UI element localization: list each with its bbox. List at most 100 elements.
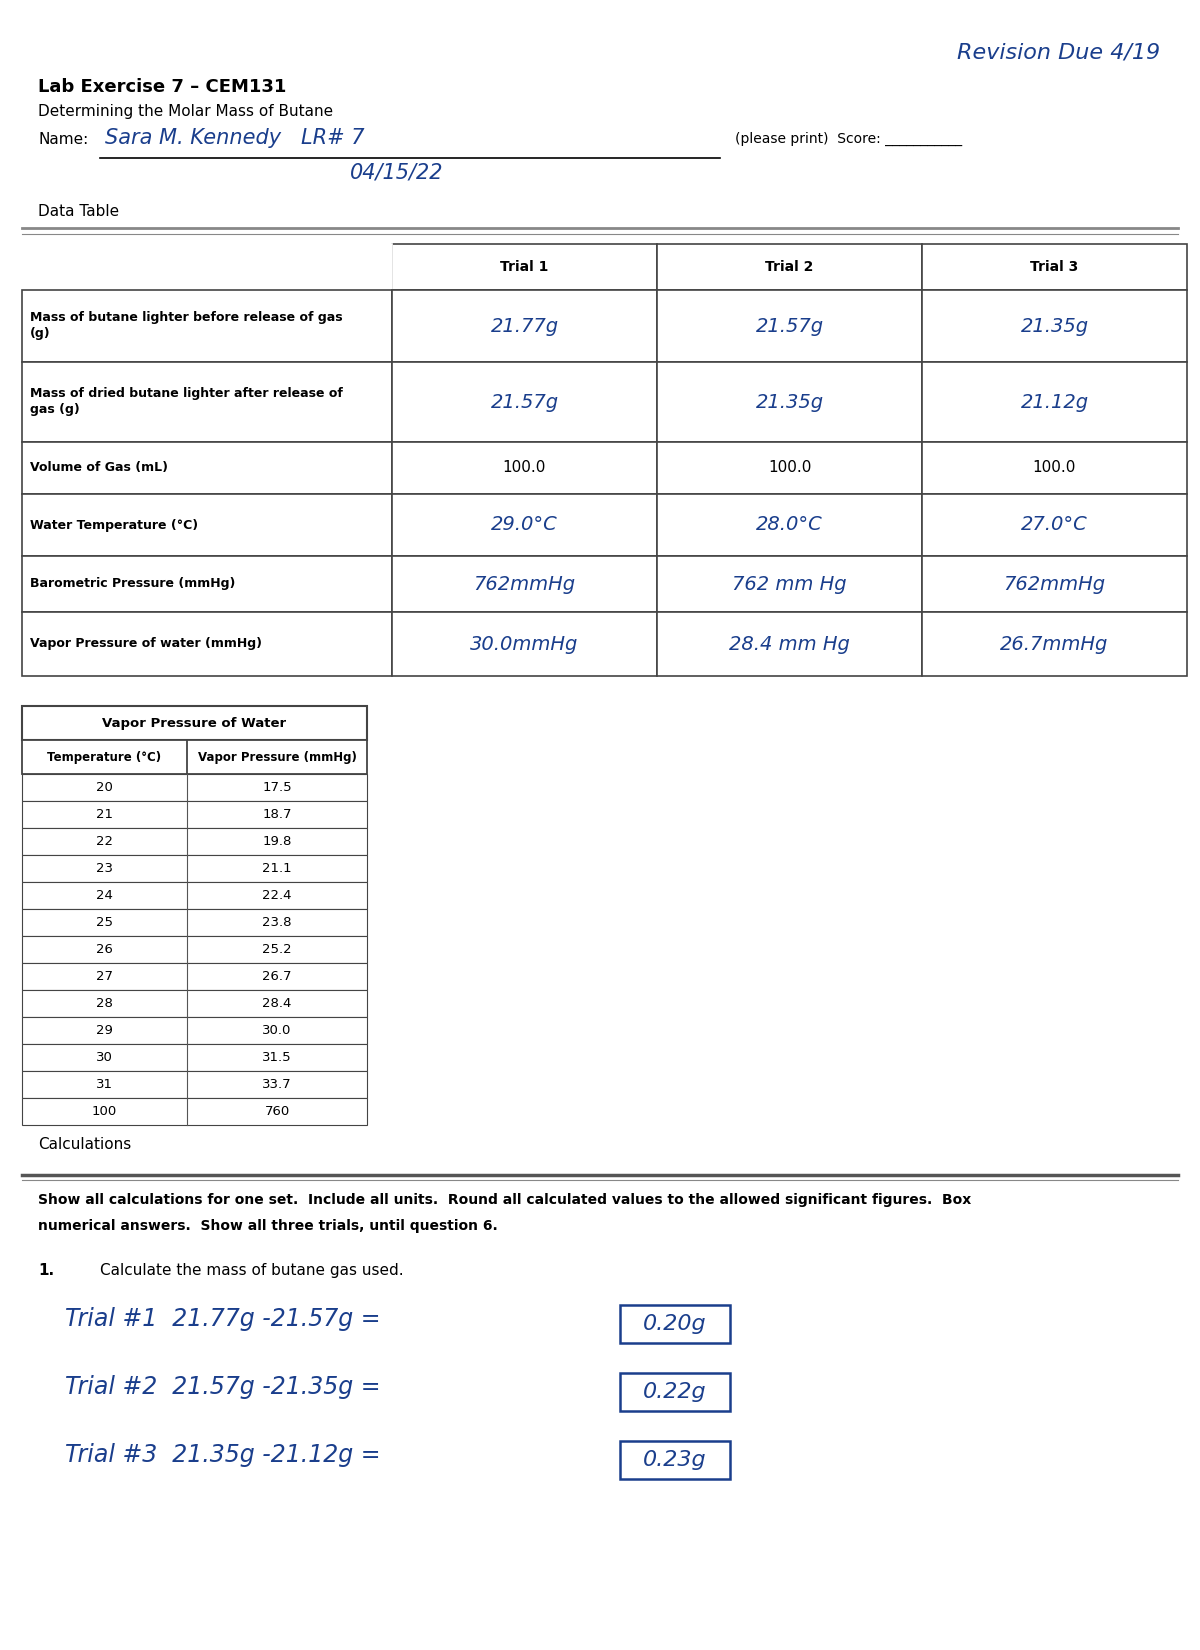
Text: 25: 25 [96, 916, 113, 929]
Text: Revision Due 4/19: Revision Due 4/19 [956, 41, 1160, 63]
Text: 100.0: 100.0 [503, 460, 546, 475]
Bar [22, 361, 392, 442]
Text: 100.0: 100.0 [768, 460, 811, 475]
Text: 29.0°C: 29.0°C [491, 515, 558, 535]
Text: 21.57g: 21.57g [491, 393, 558, 411]
Text: 31.5: 31.5 [262, 1051, 292, 1064]
Text: 0.22g: 0.22g [643, 1383, 707, 1402]
Text: Mass of butane lighter before release of gas
(g): Mass of butane lighter before release of… [30, 312, 343, 340]
Text: Determining the Molar Mass of Butane: Determining the Molar Mass of Butane [38, 104, 334, 119]
Bar [22, 612, 392, 676]
Text: 19.8: 19.8 [263, 835, 292, 848]
Text: Trial #2  21.57g -21.35g =: Trial #2 21.57g -21.35g = [65, 1374, 380, 1399]
Text: 26: 26 [96, 944, 113, 955]
Text: 22.4: 22.4 [263, 889, 292, 903]
Text: 30: 30 [96, 1051, 113, 1064]
Bar [658, 612, 922, 676]
Text: 23: 23 [96, 861, 113, 875]
Bar [922, 493, 1187, 556]
Bar [22, 936, 367, 964]
Text: 28.4: 28.4 [263, 997, 292, 1010]
Text: 27: 27 [96, 970, 113, 983]
Text: Calculate the mass of butane gas used.: Calculate the mass of butane gas used. [100, 1262, 403, 1279]
Bar [620, 1305, 730, 1343]
Bar [22, 1016, 367, 1044]
Text: 27.0°C: 27.0°C [1021, 515, 1088, 535]
Text: 24: 24 [96, 889, 113, 903]
Bar [392, 556, 658, 612]
Text: 1.: 1. [38, 1262, 54, 1279]
Bar [22, 774, 367, 800]
Text: 30.0mmHg: 30.0mmHg [470, 635, 578, 653]
Text: Sara M. Kennedy   LR# 7: Sara M. Kennedy LR# 7 [106, 129, 365, 148]
Text: Mass of dried butane lighter after release of
gas (g): Mass of dried butane lighter after relea… [30, 388, 343, 416]
Bar [22, 828, 367, 855]
Text: 28.0°C: 28.0°C [756, 515, 823, 535]
Text: 21: 21 [96, 808, 113, 822]
Text: Trial #3  21.35g -21.12g =: Trial #3 21.35g -21.12g = [65, 1444, 380, 1467]
Text: Vapor Pressure of Water: Vapor Pressure of Water [102, 716, 287, 729]
Text: 0.23g: 0.23g [643, 1450, 707, 1470]
Bar [922, 612, 1187, 676]
Bar [620, 1373, 730, 1411]
Bar [658, 290, 922, 361]
Bar [392, 442, 658, 493]
Text: Barometric Pressure (mmHg): Barometric Pressure (mmHg) [30, 578, 235, 591]
Text: Trial #1  21.77g -21.57g =: Trial #1 21.77g -21.57g = [65, 1307, 380, 1332]
Bar [22, 855, 367, 883]
Bar [22, 883, 367, 909]
Text: 21.12g: 21.12g [1020, 393, 1088, 411]
Bar [658, 361, 922, 442]
Bar [22, 290, 392, 361]
Text: 0.20g: 0.20g [643, 1313, 707, 1333]
Text: 33.7: 33.7 [262, 1077, 292, 1091]
Bar [922, 361, 1187, 442]
Text: Vapor Pressure of water (mmHg): Vapor Pressure of water (mmHg) [30, 637, 262, 650]
Bar [392, 244, 658, 290]
Bar [22, 990, 367, 1016]
Text: 760: 760 [264, 1106, 289, 1119]
Text: 22: 22 [96, 835, 113, 848]
Bar [922, 244, 1187, 290]
Bar [22, 442, 392, 493]
Text: 28: 28 [96, 997, 113, 1010]
Text: 762 mm Hg: 762 mm Hg [732, 574, 847, 594]
Text: 21.1: 21.1 [262, 861, 292, 875]
Text: 26.7: 26.7 [263, 970, 292, 983]
Text: Vapor Pressure (mmHg): Vapor Pressure (mmHg) [198, 751, 356, 764]
Text: 17.5: 17.5 [262, 780, 292, 794]
Text: 26.7mmHg: 26.7mmHg [1001, 635, 1109, 653]
Bar [22, 244, 392, 290]
Bar [22, 706, 367, 739]
Bar [22, 964, 367, 990]
Bar [22, 556, 392, 612]
Bar [22, 1097, 367, 1125]
Bar [620, 1440, 730, 1478]
Text: 04/15/22: 04/15/22 [350, 162, 444, 182]
Bar [22, 1071, 367, 1097]
Text: 18.7: 18.7 [263, 808, 292, 822]
Bar [392, 290, 658, 361]
Text: 100.0: 100.0 [1033, 460, 1076, 475]
Text: Volume of Gas (mL): Volume of Gas (mL) [30, 462, 168, 475]
Text: 29: 29 [96, 1025, 113, 1036]
Text: 100: 100 [92, 1106, 118, 1119]
Text: Calculations: Calculations [38, 1137, 131, 1152]
Text: Lab Exercise 7 – CEM131: Lab Exercise 7 – CEM131 [38, 78, 287, 96]
Bar [658, 493, 922, 556]
Text: 21.77g: 21.77g [491, 317, 558, 335]
Text: 28.4 mm Hg: 28.4 mm Hg [730, 635, 850, 653]
Text: (please print)  Score: ___________: (please print) Score: ___________ [734, 132, 962, 147]
Text: Name:: Name: [38, 132, 89, 147]
Text: 25.2: 25.2 [262, 944, 292, 955]
Bar [22, 800, 367, 828]
Bar [22, 739, 367, 774]
Text: 21.35g: 21.35g [1020, 317, 1088, 335]
Text: 30.0: 30.0 [263, 1025, 292, 1036]
Bar [922, 442, 1187, 493]
Bar [658, 244, 922, 290]
Text: 20: 20 [96, 780, 113, 794]
Text: 762mmHg: 762mmHg [1003, 574, 1105, 594]
Text: Temperature (°C): Temperature (°C) [48, 751, 162, 764]
Text: Data Table: Data Table [38, 205, 119, 219]
